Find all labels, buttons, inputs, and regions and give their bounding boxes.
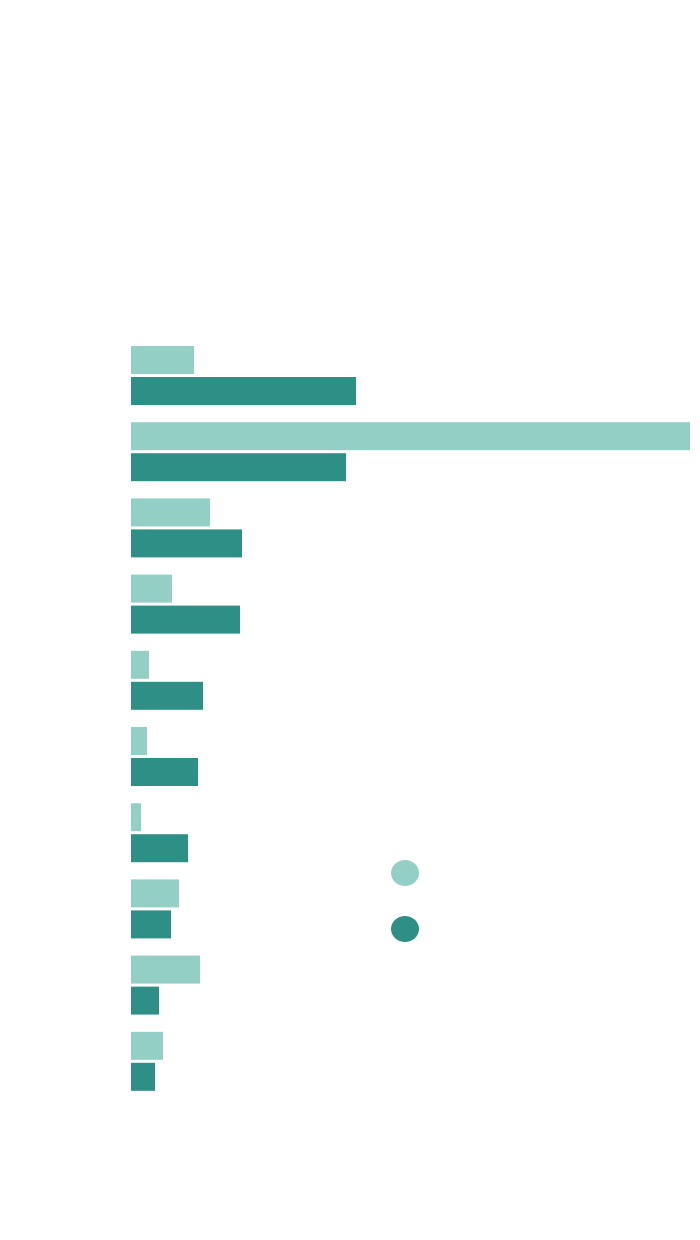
bar <box>131 834 188 863</box>
bar <box>131 605 240 634</box>
bar <box>131 986 159 1015</box>
bar <box>131 1062 155 1091</box>
legend-swatch <box>391 860 419 886</box>
bar <box>131 955 200 984</box>
bar <box>131 529 242 558</box>
bar <box>131 574 172 603</box>
bar <box>131 803 141 832</box>
legend-swatch <box>391 916 419 942</box>
bar <box>131 453 346 482</box>
bar <box>131 377 356 405</box>
bar <box>131 1031 163 1060</box>
bar <box>131 422 690 451</box>
bar <box>131 758 198 786</box>
bar <box>131 910 171 939</box>
bar <box>131 681 203 710</box>
bar <box>131 727 147 755</box>
bar <box>131 346 194 374</box>
bar <box>131 879 179 908</box>
bar <box>131 498 210 527</box>
bar <box>131 650 149 679</box>
